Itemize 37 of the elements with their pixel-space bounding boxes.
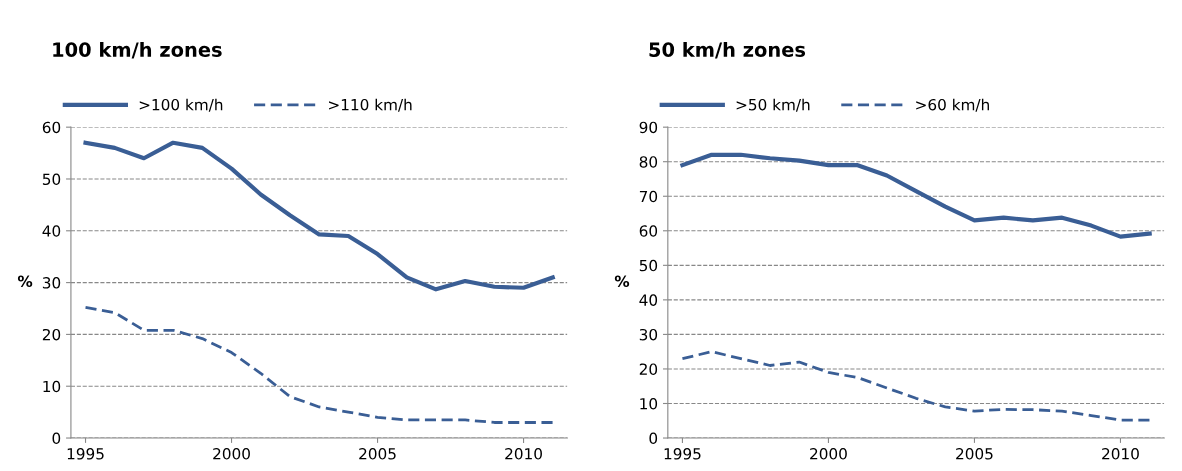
y-tick-label: 20 [42, 328, 61, 341]
x-tick-label: 2005 [359, 448, 396, 460]
y-tick-label: 0 [649, 432, 658, 445]
y-tick-label: 10 [640, 397, 658, 410]
y-tick-label: 50 [639, 259, 658, 272]
y-tick-label: 50 [42, 173, 61, 185]
y-tick-label: 30 [42, 277, 61, 289]
chart-title: 50 km/h zones [649, 41, 806, 59]
y-tick-label: 80 [639, 156, 658, 168]
legend-label: >60 km/h [916, 98, 989, 112]
y-tick-label: 20 [639, 363, 658, 375]
line-series [680, 152, 1152, 239]
y-tick-label: 70 [639, 190, 658, 203]
x-tick-label: 2000 [213, 448, 250, 460]
y-tick-label: 60 [639, 225, 658, 237]
x-tick-label: 2010 [1102, 448, 1139, 460]
y-tick-label: 40 [639, 294, 658, 306]
y-tick-label: 40 [42, 225, 61, 237]
x-tick-label: 1995 [664, 448, 701, 460]
line-series [681, 350, 1152, 422]
chart-title: 100 km/h zones [53, 41, 222, 59]
y-tick-label: 10 [43, 380, 61, 393]
x-tick-label: 1995 [67, 448, 104, 460]
y-axis-title: % [17, 275, 33, 288]
legend-label: >100 km/h [139, 98, 223, 112]
x-tick-label: 2010 [505, 448, 542, 460]
legend-label: >50 km/h [736, 98, 810, 112]
y-tick-label: 30 [639, 328, 658, 341]
legend-label: >110 km/h [329, 98, 412, 112]
line-series [83, 140, 555, 292]
line-series [84, 306, 555, 424]
x-tick-label: 2005 [956, 448, 993, 460]
y-tick-label: 60 [42, 121, 61, 134]
y-tick-label: 0 [52, 432, 61, 445]
x-tick-label: 2000 [810, 448, 847, 460]
y-axis-title: % [614, 275, 630, 288]
y-tick-label: 90 [639, 121, 658, 134]
